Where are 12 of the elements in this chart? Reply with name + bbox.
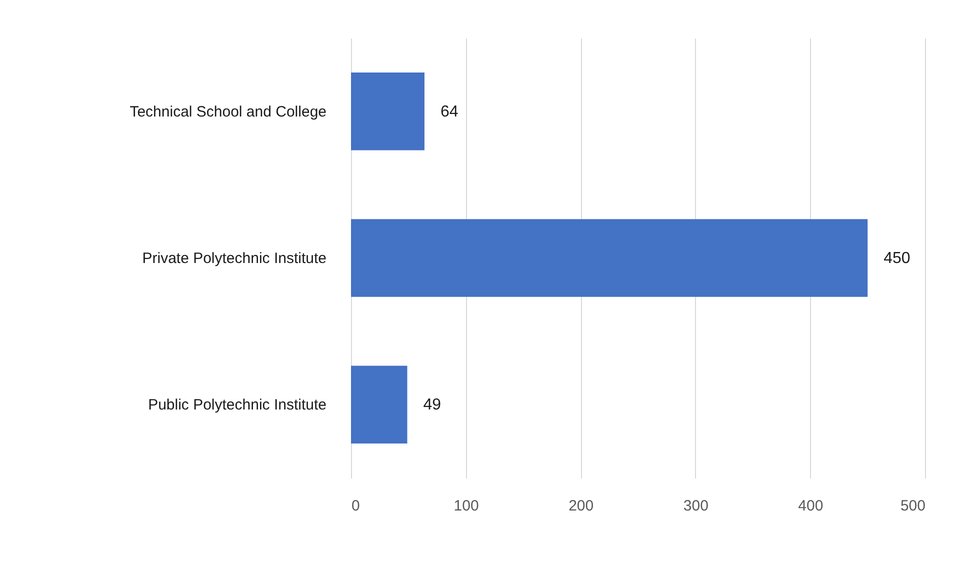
x-tick-label: 200 xyxy=(568,498,594,514)
data-label: 49 xyxy=(423,396,442,414)
data-label: 450 xyxy=(884,250,910,267)
x-tick-label: 0 xyxy=(352,498,360,514)
x-tick-label: 300 xyxy=(683,498,708,514)
x-tick-label: 100 xyxy=(454,498,479,514)
x-tick-label: 500 xyxy=(900,498,926,514)
y-tick-label: Technical School and College xyxy=(130,103,326,120)
y-tick-label: Public Polytechnic Institute xyxy=(148,396,326,414)
x-tick-label: 400 xyxy=(798,498,824,514)
data-label: 64 xyxy=(440,103,458,120)
y-tick-label: Private Polytechnic Institute xyxy=(142,250,326,267)
